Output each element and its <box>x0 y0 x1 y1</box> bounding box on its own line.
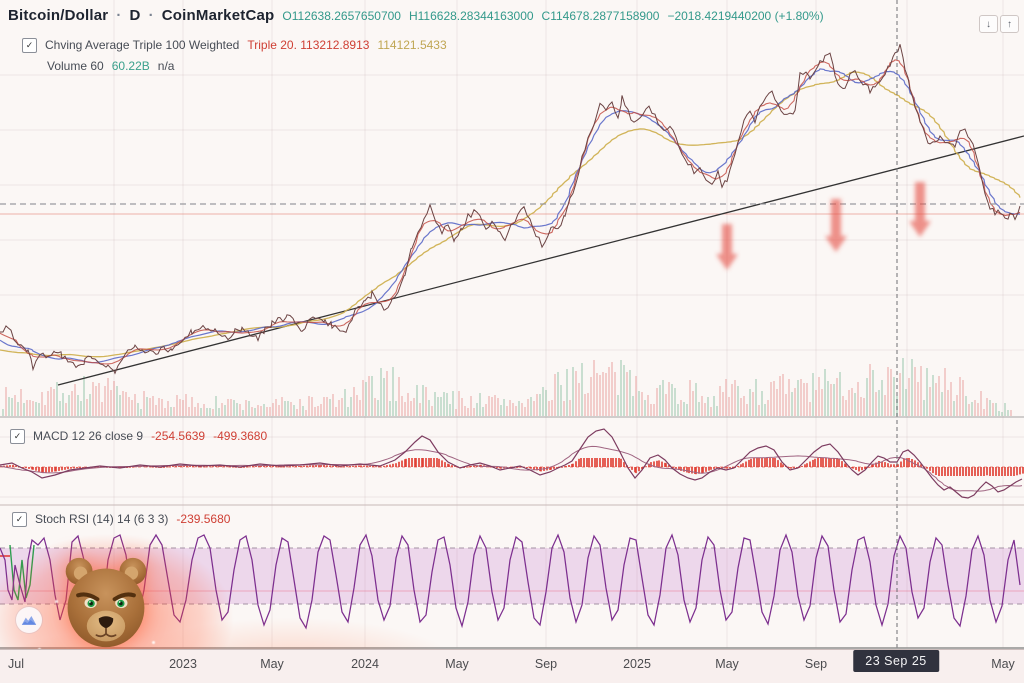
open-value: O112638.2657650700 <box>282 9 401 23</box>
volume-name[interactable]: Volume 60 <box>47 59 104 73</box>
ma-value-yellow: 114121.5433 <box>377 38 447 52</box>
exchange-name[interactable]: CoinMarketCap <box>161 7 275 24</box>
separator-dot: · <box>116 7 122 24</box>
scroll-down-button[interactable]: ↓ <box>979 15 998 33</box>
price-series <box>0 44 1021 375</box>
macd-value-1: -254.5639 <box>151 429 206 443</box>
ma-red-line <box>0 59 1021 365</box>
time-axis-label: Sep <box>534 657 558 671</box>
scroll-up-button[interactable]: ↑ <box>1000 15 1019 33</box>
high-value: H116628.28344163000 <box>408 9 534 23</box>
macd-name[interactable]: MACD 12 26 close 9 <box>33 429 144 443</box>
separator-dot: · <box>148 7 154 24</box>
angry-bear-emoji <box>65 557 147 648</box>
time-axis-label: May <box>445 657 469 671</box>
stoch-indicator-legend: ✓ Stoch RSI (14) 14 (6 3 3) -239.5680 <box>12 512 230 527</box>
ma-name[interactable]: Chving Average Triple 100 Weighted <box>45 38 240 52</box>
down-arrow-annotation <box>825 199 847 252</box>
macd-signal-line <box>0 445 1023 492</box>
stoch-name[interactable]: Stoch RSI (14) 14 (6 3 3) <box>35 512 169 526</box>
chart-mini-toolbar: ↓ ↑ <box>979 15 1019 33</box>
volume-extra: n/a <box>157 59 175 73</box>
mountain-chart-icon <box>21 616 37 625</box>
volume-bars <box>2 358 1012 416</box>
macd-checkbox-icon[interactable]: ✓ <box>10 429 25 444</box>
macd-indicator-legend: ✓ MACD 12 26 close 9 -254.5639 -499.3680 <box>10 429 267 444</box>
change-value: −2018.4219440200 (+1.80%) <box>667 9 824 23</box>
time-axis[interactable]: Jul 2023 May 2024 May Sep 2025 May Sep May 23 Sep… <box>0 649 1024 683</box>
macd-histogram <box>0 458 1024 476</box>
time-axis-label: May <box>991 657 1015 671</box>
ma-indicator-legend: ✓ Chving Average Triple 100 Weighted Tri… <box>22 38 447 53</box>
ascending-trendline <box>57 135 1024 386</box>
volume-indicator-legend: Volume 60 60.22B n/a <box>47 59 174 73</box>
stoch-value: -239.5680 <box>176 512 231 526</box>
volume-value: 60.22B <box>111 59 150 73</box>
arrow-down-icon: ↓ <box>986 18 991 30</box>
symbol-name[interactable]: Bitcoin/Dollar <box>8 7 109 24</box>
time-axis-label: May <box>260 657 284 671</box>
chart-style-button[interactable] <box>16 607 42 633</box>
ma-blue-line <box>0 68 1021 364</box>
ma-value-red: Triple 20. 113212.8913 <box>247 38 370 52</box>
close-value: C114678.2877158900 <box>541 9 660 23</box>
time-axis-label: 2024 <box>351 657 379 671</box>
interval-selector[interactable]: D <box>129 7 141 24</box>
ma-yellow-line <box>0 71 1021 358</box>
ma-checkbox-icon[interactable]: ✓ <box>22 38 37 53</box>
macd-line <box>0 428 1023 499</box>
arrow-up-icon: ↑ <box>1007 18 1012 30</box>
down-arrow-annotation <box>909 182 931 237</box>
macd-value-2: -499.3680 <box>213 429 268 443</box>
time-axis-label: May <box>715 657 739 671</box>
time-axis-label: 2025 <box>623 657 651 671</box>
crosshair-date-badge: 23 Sep 25 <box>853 650 939 672</box>
time-axis-label: Sep <box>804 657 828 671</box>
symbol-legend: Bitcoin/Dollar · D · CoinMarketCap O1126… <box>8 7 824 24</box>
time-axis-label: Jul <box>8 657 24 671</box>
time-axis-label: 2023 <box>169 657 197 671</box>
down-arrow-annotation <box>716 224 738 270</box>
stoch-checkbox-icon[interactable]: ✓ <box>12 512 27 527</box>
